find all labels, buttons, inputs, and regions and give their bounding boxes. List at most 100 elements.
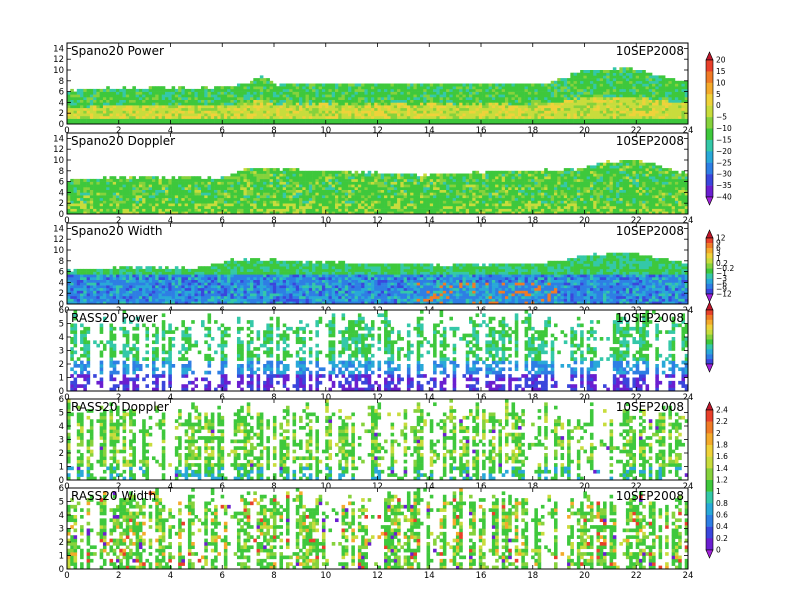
data-cell <box>442 181 447 185</box>
data-cell <box>419 107 424 111</box>
data-cell <box>214 200 218 204</box>
data-cell <box>178 115 182 119</box>
data-cell <box>227 195 231 199</box>
data-cell <box>341 107 346 111</box>
data-cell <box>462 113 467 117</box>
data-cell <box>589 91 594 95</box>
data-cell <box>109 192 114 196</box>
data-cell <box>658 78 663 82</box>
data-cell <box>455 118 460 122</box>
data-cell <box>674 80 679 84</box>
data-cell <box>112 189 117 193</box>
data-cell <box>524 97 529 100</box>
data-cell <box>638 102 643 106</box>
data-cell <box>367 187 372 190</box>
data-cell <box>292 88 297 92</box>
data-cell <box>214 118 218 122</box>
data-cell <box>344 211 349 215</box>
data-cell <box>151 211 156 215</box>
data-cell <box>266 203 270 207</box>
data-cell <box>279 178 284 182</box>
data-cell <box>616 91 620 95</box>
data-cell <box>501 200 506 204</box>
data-cell <box>210 91 215 95</box>
data-cell <box>145 200 150 204</box>
data-cell <box>387 184 391 188</box>
data-cell <box>145 176 150 180</box>
data-cell <box>374 197 378 201</box>
data-cell <box>116 97 120 100</box>
data-cell <box>292 189 297 193</box>
data-cell <box>367 181 372 185</box>
data-cell <box>174 107 179 111</box>
data-cell <box>478 184 483 188</box>
data-cell <box>452 187 457 190</box>
data-cell <box>433 88 437 92</box>
data-cell <box>629 83 633 87</box>
data-cell <box>256 107 261 111</box>
data-cell <box>632 99 637 103</box>
data-cell <box>491 105 496 109</box>
data-cell <box>475 205 480 209</box>
data-cell <box>295 105 300 109</box>
data-cell <box>403 184 408 188</box>
data-cell <box>328 115 333 119</box>
data-cell <box>178 208 182 212</box>
data-cell <box>351 205 355 209</box>
data-cell <box>174 205 179 209</box>
data-cell <box>220 115 225 119</box>
data-cell <box>495 107 499 111</box>
data-cell <box>246 118 251 122</box>
data-cell <box>351 121 355 125</box>
data-cell <box>442 99 447 103</box>
data-cell <box>210 200 215 204</box>
data-cell <box>583 97 587 100</box>
data-cell <box>648 121 653 125</box>
data-cell <box>289 189 293 193</box>
data-cell <box>354 118 359 122</box>
data-cell <box>446 91 450 95</box>
data-cell <box>233 192 238 196</box>
data-cell <box>210 118 215 122</box>
data-cell <box>171 189 176 193</box>
data-cell <box>315 203 319 207</box>
data-cell <box>125 189 130 193</box>
data-cell <box>508 99 512 103</box>
data-cell <box>272 197 277 201</box>
data-cell <box>482 110 486 114</box>
data-cell <box>603 97 607 100</box>
data-cell <box>518 83 522 87</box>
data-cell <box>279 83 284 87</box>
data-cell <box>622 110 627 114</box>
data-cell <box>351 184 355 188</box>
data-cell <box>295 86 300 90</box>
data-cell <box>370 113 375 117</box>
data-cell <box>181 187 185 190</box>
data-cell <box>331 83 336 87</box>
data-cell <box>181 211 185 215</box>
data-cell <box>354 94 359 98</box>
data-cell <box>665 105 669 109</box>
data-cell <box>658 118 663 122</box>
data-cell <box>573 83 578 87</box>
data-cell <box>93 208 97 212</box>
data-cell <box>573 72 578 76</box>
data-cell <box>253 178 257 182</box>
data-cell <box>469 173 473 177</box>
data-cell <box>174 88 179 92</box>
data-cell <box>426 200 431 204</box>
data-cell <box>243 208 248 212</box>
data-cell <box>272 94 277 98</box>
data-cell <box>678 91 682 95</box>
data-cell <box>527 110 532 114</box>
data-cell <box>184 121 189 125</box>
data-cell <box>204 187 208 190</box>
data-cell <box>553 86 558 90</box>
data-cell <box>393 118 398 122</box>
data-cell <box>348 107 352 111</box>
data-cell <box>436 105 440 109</box>
data-cell <box>658 107 663 111</box>
data-cell <box>586 121 591 125</box>
data-cell <box>233 176 238 180</box>
data-cell <box>518 97 522 100</box>
